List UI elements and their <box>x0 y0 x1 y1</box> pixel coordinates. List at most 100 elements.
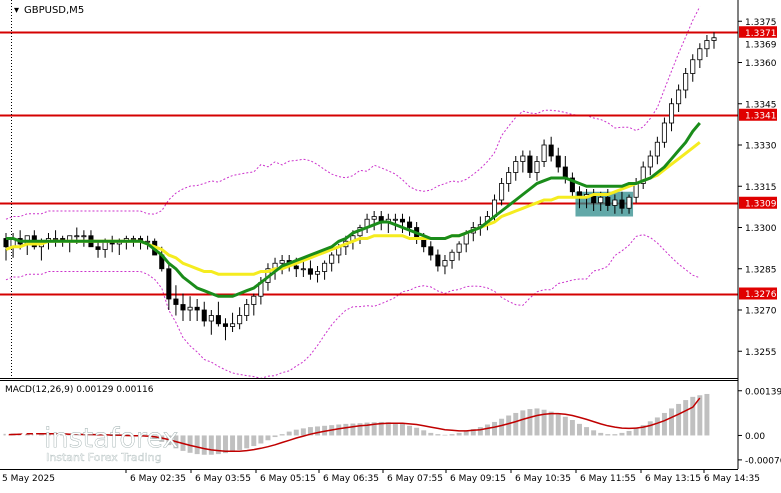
macd-bar <box>237 435 243 450</box>
macd-bar <box>315 426 320 436</box>
candle-body <box>654 141 660 157</box>
candle-body <box>251 295 257 305</box>
watermark-logo-icon <box>5 421 37 453</box>
macd-bar <box>704 393 710 436</box>
ma-fast-line <box>6 122 701 298</box>
macd-bar <box>506 415 512 436</box>
candle-body <box>527 155 533 173</box>
candle-body <box>201 309 207 322</box>
macd-bar <box>407 425 413 436</box>
time-tick-label: 6 May 14:35 <box>704 474 760 484</box>
price-tick-label: 1.3300 <box>745 224 777 234</box>
macd-bar <box>364 422 370 436</box>
candle-body <box>626 196 632 209</box>
candle-body <box>329 254 335 264</box>
macd-bar <box>477 427 483 436</box>
macd-bar <box>562 416 568 436</box>
macd-bar <box>67 434 73 436</box>
time-tick-label: 6 May 06:35 <box>323 474 379 484</box>
time-tick-label: 6 May 02:35 <box>130 474 186 484</box>
macd-bar <box>421 430 427 436</box>
macd-bar <box>428 432 434 436</box>
level-label: 1.3309 <box>745 199 777 209</box>
watermark-tagline: Instant Forex Trading <box>46 451 162 464</box>
macd-bar <box>513 412 519 436</box>
macd-bar <box>683 400 689 436</box>
price-tick-label: 1.3360 <box>745 59 777 69</box>
candle-body <box>697 48 703 61</box>
level-label: 1.3276 <box>745 290 777 300</box>
watermark-logo-stroke <box>10 426 32 448</box>
candle-body <box>668 103 675 124</box>
macd-bar <box>661 412 667 436</box>
candle-body <box>230 323 236 327</box>
candle-body <box>683 73 689 91</box>
macd-tick-label: -0.00076 <box>745 456 781 466</box>
macd-bar <box>208 435 214 455</box>
candle-body <box>392 218 398 221</box>
macd-bar <box>414 427 420 436</box>
macd-bar <box>251 435 257 447</box>
time-tick-label: 6 May 03:55 <box>195 474 251 484</box>
macd-bar <box>60 434 66 436</box>
macd-plot-area <box>3 393 710 455</box>
price-tick-label: 1.3285 <box>745 265 777 275</box>
macd-bar <box>244 435 250 449</box>
macd-bar <box>385 422 391 436</box>
candle-body <box>619 199 625 209</box>
macd-bar <box>223 435 228 454</box>
macd-bar <box>215 435 221 455</box>
price-tick-label: 1.3375 <box>745 18 777 28</box>
macd-bar <box>357 423 363 436</box>
macd-bar <box>400 423 405 436</box>
candle-body <box>95 246 101 250</box>
macd-bar <box>38 434 44 436</box>
current-price-bg <box>739 37 777 49</box>
time-tick-label: 6 May 09:15 <box>450 474 506 484</box>
price-tick-label: 1.3270 <box>745 307 777 317</box>
macd-bar <box>598 432 604 436</box>
macd-bar <box>286 431 292 436</box>
macd-bar <box>435 434 441 436</box>
macd-bar <box>442 434 448 436</box>
candle-body <box>208 315 214 322</box>
macd-bar <box>343 423 349 436</box>
macd-tick-label: 0.00139 <box>745 387 781 397</box>
time-tick-label: 6 May 13:15 <box>645 474 701 484</box>
level-label-bg <box>739 26 777 39</box>
candle-body <box>541 144 547 162</box>
candle-body <box>300 268 306 271</box>
time-tick-label: 6 May 11:55 <box>580 474 636 484</box>
macd-bar <box>371 422 377 436</box>
macd-bar <box>640 425 646 436</box>
candle-body <box>187 306 193 311</box>
macd-bar <box>676 403 682 436</box>
macd-bar <box>470 429 476 436</box>
macd-bar <box>654 417 660 436</box>
macd-bar <box>194 435 200 455</box>
candle-body <box>371 216 377 220</box>
macd-bar <box>230 435 236 452</box>
price-tick-label: 1.3255 <box>745 348 777 358</box>
candle-body <box>562 166 568 179</box>
macd-bar <box>633 428 639 436</box>
candle-body <box>449 251 455 261</box>
candle-body <box>279 260 285 264</box>
candle-body <box>74 235 80 238</box>
macd-bar <box>300 428 306 436</box>
candle-body <box>215 315 221 325</box>
candle-body <box>442 260 448 267</box>
candle-body <box>322 262 328 272</box>
candle-body <box>548 144 554 157</box>
candle-body <box>647 155 653 168</box>
upper-band <box>5 6 701 220</box>
macd-bar <box>74 434 80 436</box>
time-tick-label: 6 May 07:55 <box>387 474 443 484</box>
macd-bar <box>336 424 342 436</box>
macd-bar <box>690 396 696 436</box>
macd-bar <box>612 434 618 436</box>
candle-body <box>435 254 441 267</box>
level-label-bg <box>739 108 777 121</box>
macd-bar <box>392 422 398 436</box>
